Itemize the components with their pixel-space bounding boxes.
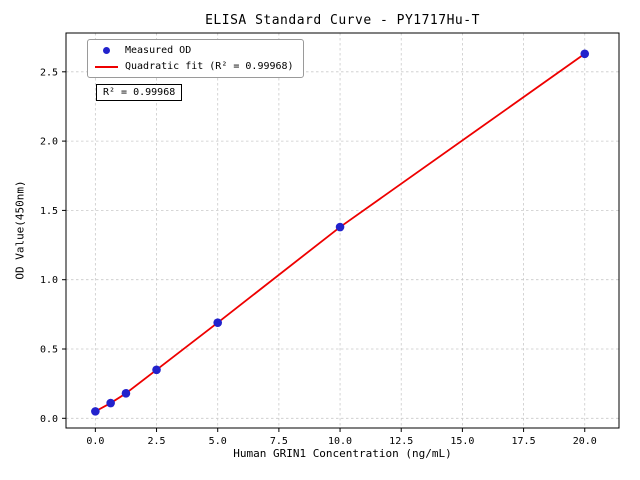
measured-od-dot-icon (103, 47, 110, 54)
chart-title: ELISA Standard Curve - PY1717Hu-T (205, 13, 480, 28)
x-tick-label: 10.0 (328, 436, 352, 447)
x-tick-label: 15.0 (450, 436, 474, 447)
data-point (335, 222, 345, 232)
data-point (213, 318, 223, 327)
y-tick-label: 2.0 (40, 137, 58, 148)
y-tick-label: 0.0 (40, 414, 58, 425)
y-tick-label: 2.5 (40, 67, 58, 78)
legend-entry-quadratic-fit: Quadratic fit (R² = 0.99968) (95, 61, 294, 72)
y-tick-label: 1.5 (40, 206, 58, 217)
x-tick-label: 17.5 (512, 436, 536, 447)
x-tick-label: 7.5 (270, 436, 288, 447)
x-tick-label: 5.0 (209, 436, 227, 447)
data-point (91, 407, 100, 416)
data-point (580, 49, 590, 59)
data-point (106, 398, 115, 408)
legend-entry-measured-od: Measured OD (95, 45, 294, 56)
y-tick-label: 1.0 (40, 275, 58, 286)
legend: Measured OD Quadratic fit (R² = 0.99968) (87, 39, 304, 78)
plot-border (65, 32, 620, 429)
legend-label-quadratic-fit: Quadratic fit (R² = 0.99968) (125, 61, 294, 72)
y-tick-label: 0.5 (40, 345, 58, 356)
x-tick-label: 0.0 (86, 436, 104, 447)
x-tick-label: 12.5 (389, 436, 413, 447)
data-point (121, 389, 131, 398)
data-point (152, 365, 161, 375)
y-axis-label: OD Value(450nm) (13, 180, 27, 280)
x-tick-label: 2.5 (148, 436, 166, 447)
fit-line (94, 53, 586, 413)
quadratic-fit-line-icon (95, 65, 118, 68)
x-tick-label: 20.0 (573, 436, 597, 447)
r-squared-annotation: R² = 0.99968 (96, 84, 183, 101)
legend-label-measured-od: Measured OD (125, 45, 192, 56)
x-axis-label: Human GRIN1 Concentration (ng/mL) (233, 447, 452, 460)
